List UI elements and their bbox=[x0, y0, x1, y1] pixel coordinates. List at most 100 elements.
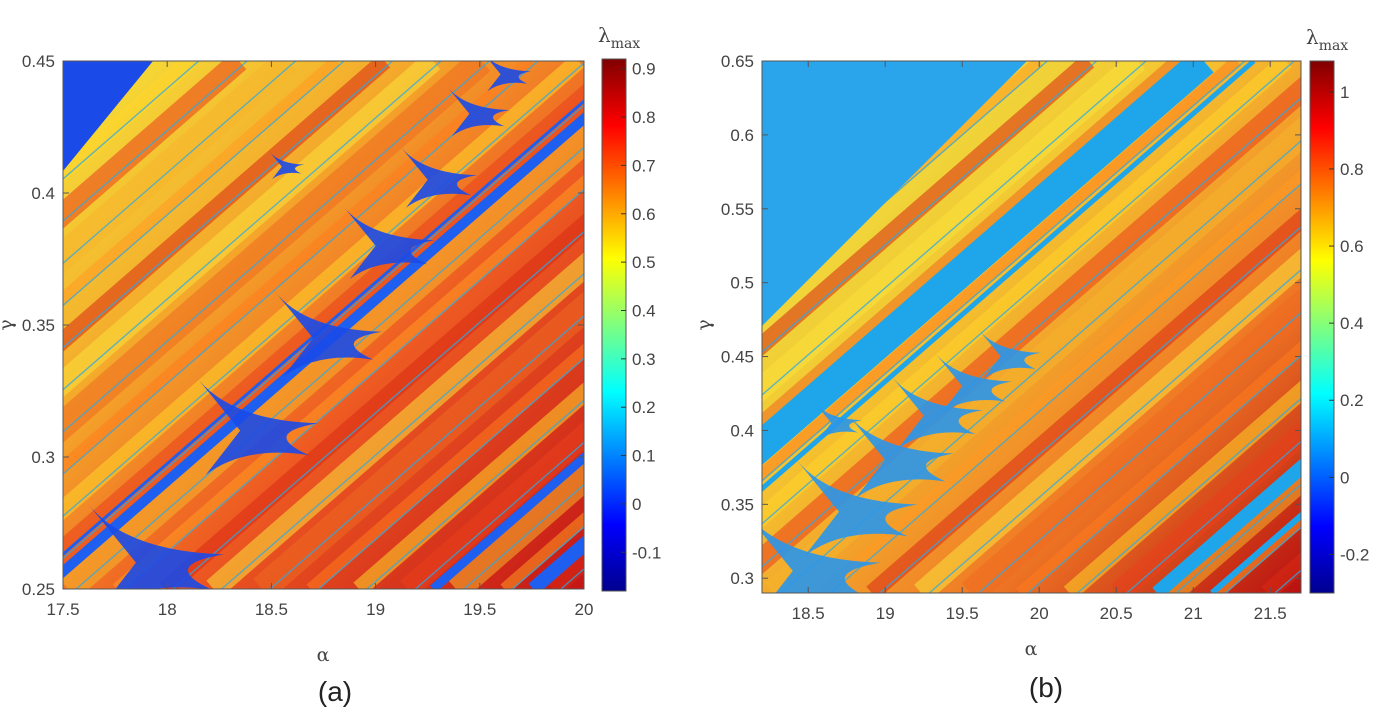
periodic-window bbox=[446, 86, 510, 137]
panel-b-colorbar bbox=[1309, 60, 1335, 594]
chaos-band bbox=[762, 76, 1301, 575]
periodic-window bbox=[399, 145, 478, 208]
periodic-stripe bbox=[63, 61, 394, 349]
chaos-band bbox=[762, 61, 1292, 529]
chaos-band bbox=[762, 61, 1241, 482]
panel-a-x-label: α bbox=[317, 644, 330, 666]
colorbar-tick-label: 0.5 bbox=[632, 253, 656, 272]
periodic-stripe bbox=[463, 483, 584, 589]
chaos-band bbox=[63, 61, 297, 275]
colorbar-tick-label: 0 bbox=[1340, 468, 1349, 487]
y-tick-label: 0.6 bbox=[730, 126, 754, 145]
colorbar-tick-label: 0.6 bbox=[1340, 237, 1364, 256]
x-tick-label: 19 bbox=[876, 604, 895, 623]
panel-b-label: (b) bbox=[1029, 672, 1063, 703]
chaos-band bbox=[762, 61, 1095, 357]
y-tick-label: 0.25 bbox=[22, 580, 55, 599]
x-tick-label: 18.5 bbox=[792, 604, 825, 623]
periodic-window bbox=[978, 329, 1041, 380]
stable-stripe bbox=[1152, 458, 1301, 593]
x-tick-label: 20 bbox=[575, 600, 594, 619]
colorbar-tick-label: 0 bbox=[632, 495, 641, 514]
chaos-band bbox=[1016, 340, 1301, 593]
y-tick-label: 0.55 bbox=[721, 200, 754, 219]
periodic-stripe bbox=[1374, 61, 1384, 593]
panel-b-bands bbox=[762, 61, 1384, 593]
chaos-band bbox=[1366, 61, 1384, 593]
colorbar-tick-label: 0.2 bbox=[632, 398, 656, 417]
periodic-stripe bbox=[63, 62, 584, 518]
y-tick-label: 0.4 bbox=[730, 421, 754, 440]
periodic-window bbox=[934, 352, 1012, 415]
chaos-band bbox=[159, 213, 584, 589]
chaos-band bbox=[206, 252, 584, 589]
periodic-stripe bbox=[762, 61, 1246, 482]
panel-a-y-label: γ bbox=[0, 319, 17, 330]
periodic-window bbox=[487, 61, 532, 92]
panel-b-x-label: α bbox=[1025, 638, 1038, 660]
chaos-band bbox=[63, 61, 197, 184]
chaos-band bbox=[63, 61, 441, 398]
stable-stripe bbox=[762, 61, 1256, 492]
periodic-window bbox=[890, 374, 983, 449]
panel-b-x-ticks: 18.5 19 19.5 20 20.5 21 21.5 bbox=[792, 61, 1287, 623]
periodic-window bbox=[269, 151, 305, 180]
panel-b-heatmap: 18.5 19 19.5 20 20.5 21 21.5 0.3 0.35 0.4 0.45 0.5… bbox=[693, 25, 1384, 703]
x-tick-label: 18 bbox=[158, 600, 177, 619]
periodic-window bbox=[86, 502, 224, 589]
chaos-band bbox=[63, 61, 534, 475]
panel-b-y-label: γ bbox=[693, 319, 715, 330]
colorbar-tick-label: 0.8 bbox=[632, 108, 656, 127]
y-tick-label: 0.4 bbox=[31, 184, 55, 203]
panel-a-heatmap: 17.5 18 18.5 19 19.5 20 0.250.30.350.40.45 α … bbox=[0, 23, 661, 707]
colorbar-tick-label: -0.1 bbox=[632, 543, 661, 562]
colorbar-tick-label: 0.3 bbox=[632, 350, 656, 369]
periodic-stripe bbox=[172, 230, 584, 589]
colorbar-tick-label: -0.2 bbox=[1340, 545, 1369, 564]
stable-region bbox=[762, 61, 1027, 326]
x-tick-label: 21 bbox=[1184, 604, 1203, 623]
y-tick-label: 0.45 bbox=[721, 348, 754, 367]
periodic-stripe bbox=[63, 61, 200, 180]
colorbar-tick-label: 0.1 bbox=[632, 447, 656, 466]
stable-stripe bbox=[63, 111, 584, 579]
y-tick-label: 0.35 bbox=[721, 495, 754, 514]
panel-b-colorbar-ticks: -0.2 0 0.2 0.4 0.6 0.8 1 bbox=[1329, 83, 1369, 564]
periodic-window bbox=[794, 457, 918, 556]
chaos-band bbox=[306, 343, 584, 589]
y-tick-label: 0.3 bbox=[730, 569, 754, 588]
x-tick-label: 20.5 bbox=[1100, 604, 1133, 623]
periodic-stripe bbox=[1126, 440, 1301, 593]
colorbar-tick-label: 0.8 bbox=[1340, 160, 1364, 179]
periodic-stripe bbox=[63, 61, 442, 391]
periodic-window bbox=[846, 412, 954, 499]
periodic-stripe bbox=[63, 61, 490, 433]
periodic-stripe bbox=[762, 61, 1295, 525]
periodic-window bbox=[342, 205, 435, 280]
periodic-stripe bbox=[414, 441, 584, 589]
y-tick-label: 0.65 bbox=[721, 52, 754, 71]
panel-a-y-ticks: 0.25 0.3 0.35 0.4 0.45 bbox=[22, 52, 584, 599]
panel-b-y-ticks: 0.3 0.35 0.4 0.45 0.5 0.55 0.6 0.65 bbox=[721, 52, 1301, 588]
periodic-window bbox=[274, 290, 382, 377]
colorbar-tick-label: 0.2 bbox=[1340, 391, 1364, 410]
periodic-stripe bbox=[124, 188, 584, 589]
periodic-window bbox=[196, 376, 319, 475]
chaos-band bbox=[112, 174, 584, 589]
periodic-stripe bbox=[762, 61, 1098, 353]
colorbar-tick-label: 1 bbox=[1340, 83, 1349, 102]
colorbar-tick-label: 0.7 bbox=[632, 156, 656, 175]
panel-a-colorbar-ticks: -0.1 0 0.1 0.2 0.3 0.4 0.5 0.6 0.7 0.8 0.9 bbox=[621, 60, 661, 562]
chaos-band bbox=[1063, 380, 1301, 593]
periodic-stripe bbox=[366, 399, 584, 589]
panel-b-colorbar-title: λmax bbox=[1306, 25, 1348, 54]
x-tick-label: 17.5 bbox=[46, 600, 79, 619]
periodic-window bbox=[762, 528, 881, 593]
x-tick-label: 19 bbox=[366, 600, 385, 619]
colorbar-tick-label: 0.6 bbox=[632, 205, 656, 224]
periodic-stripe bbox=[63, 61, 248, 223]
chaos-band bbox=[253, 291, 584, 589]
panel-b-periodic-windows bbox=[762, 329, 1041, 593]
panel-a-x-ticks: 17.5 18 18.5 19 19.5 20 bbox=[46, 61, 593, 619]
